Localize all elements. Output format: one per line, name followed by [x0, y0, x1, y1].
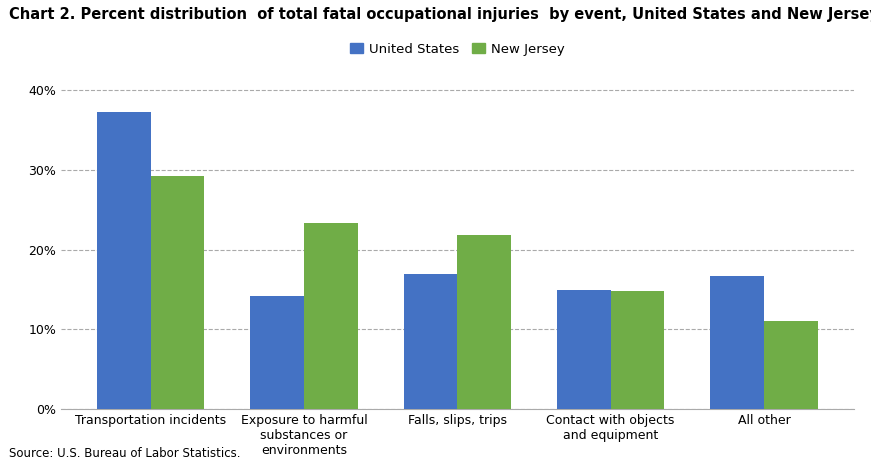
Bar — [304, 224, 358, 409]
Bar — [151, 176, 205, 409]
Legend: United States, New Jersey: United States, New Jersey — [345, 38, 570, 61]
Bar — [97, 112, 151, 409]
Bar — [403, 274, 457, 409]
Text: Source: U.S. Bureau of Labor Statistics.: Source: U.S. Bureau of Labor Statistics. — [9, 447, 240, 460]
Text: Chart 2. Percent distribution  of total fatal occupational injuries  by event, U: Chart 2. Percent distribution of total f… — [9, 7, 871, 22]
Bar — [457, 235, 511, 409]
Bar — [710, 276, 764, 409]
Bar — [764, 321, 818, 409]
Bar — [250, 296, 304, 409]
Bar — [611, 291, 665, 409]
Bar — [557, 290, 611, 409]
